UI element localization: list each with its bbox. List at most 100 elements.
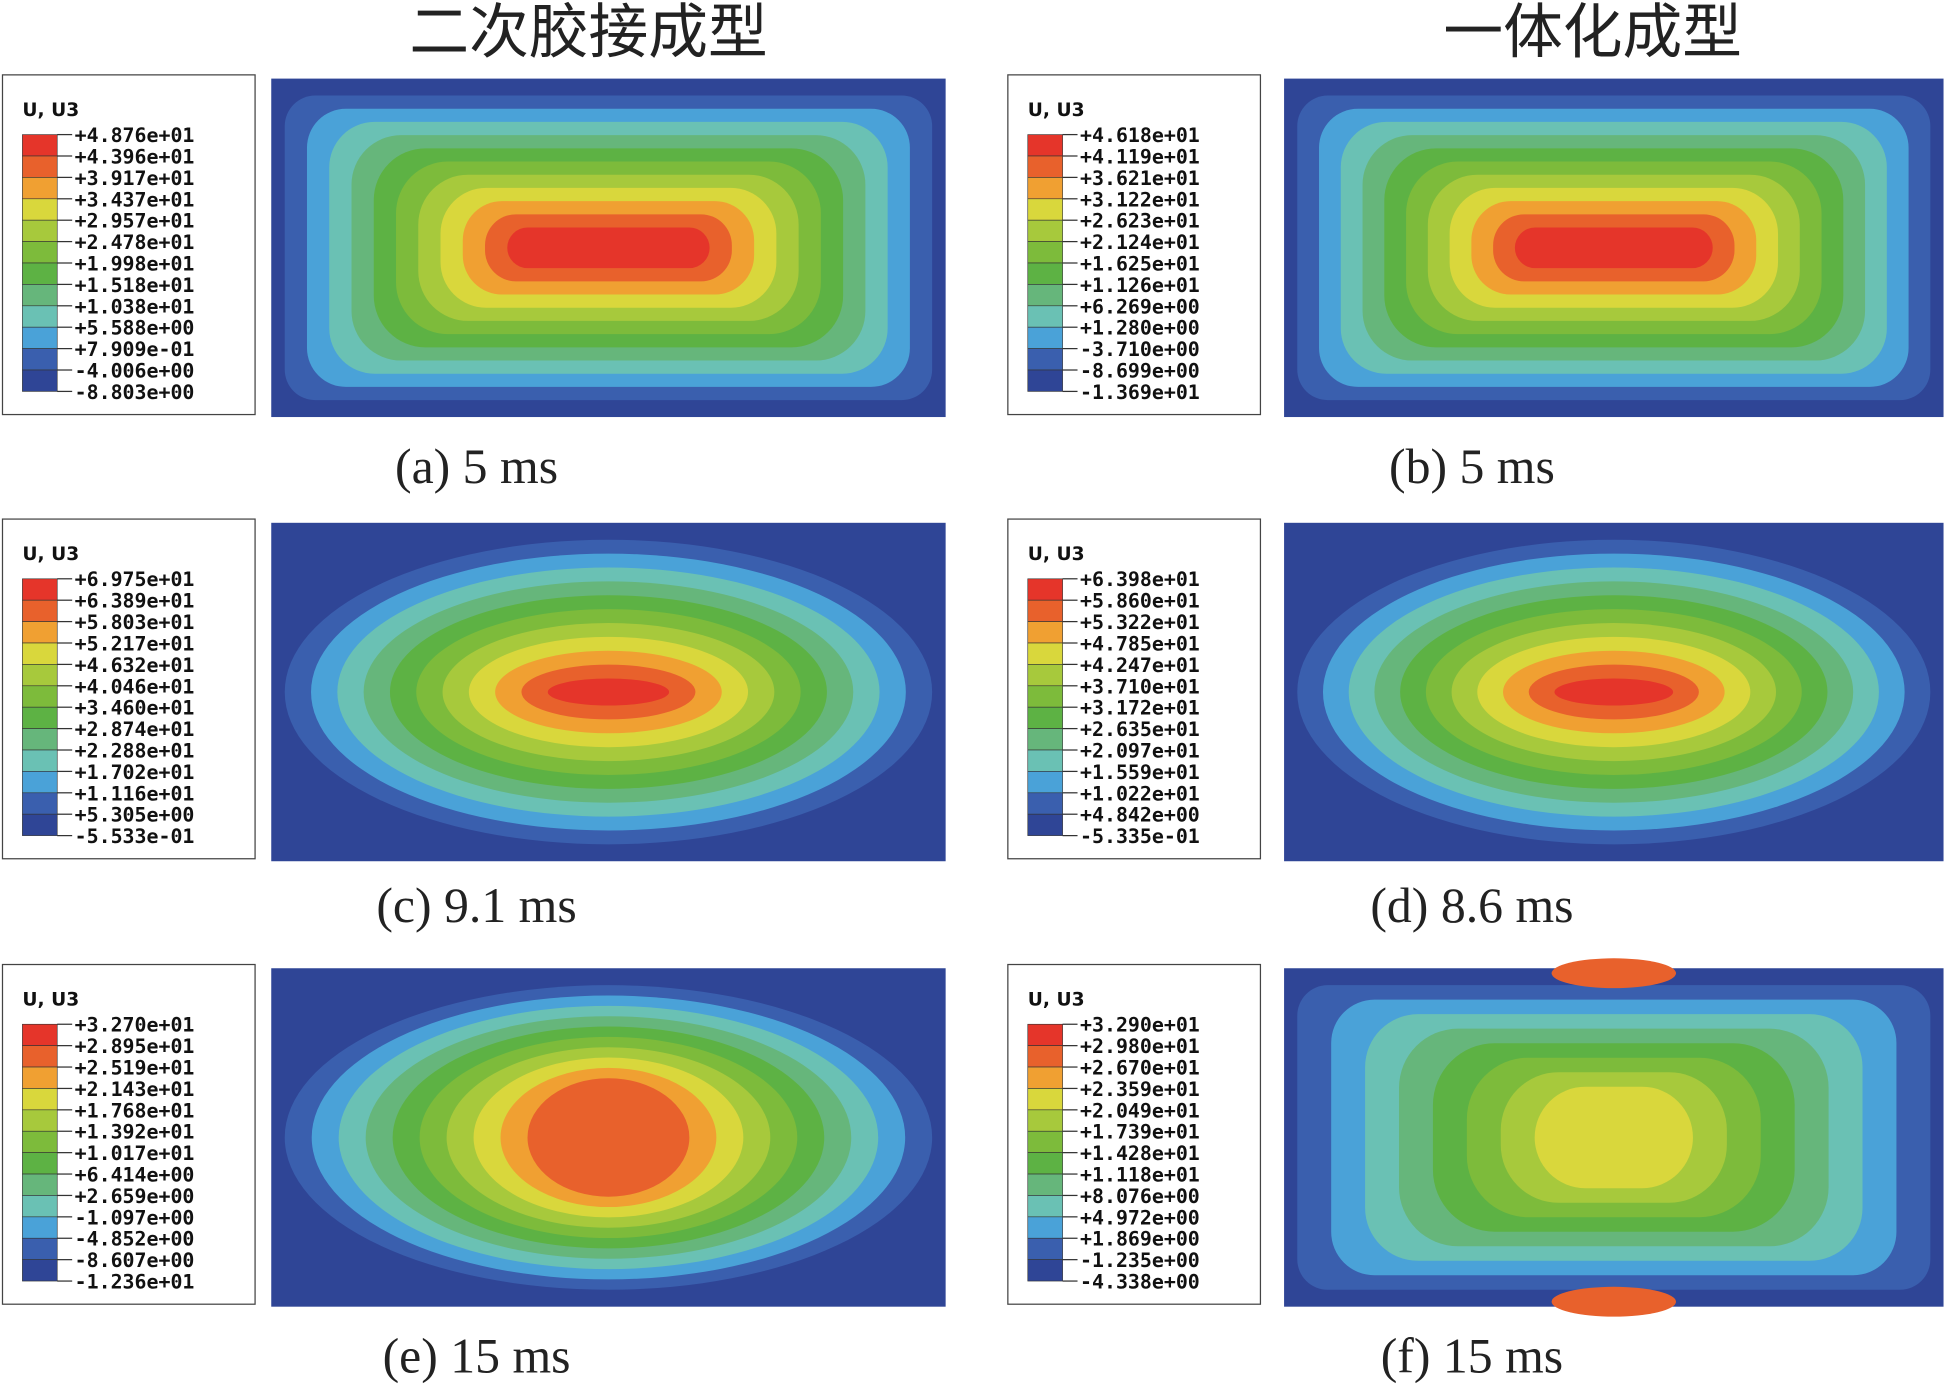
legend-value: +4.842e+00 <box>1080 804 1200 827</box>
legend-value: +5.217e+01 <box>75 632 195 655</box>
legend-value: +4.396e+01 <box>75 145 195 168</box>
legend-swatch <box>22 578 58 601</box>
legend-value: +2.895e+01 <box>75 1035 195 1058</box>
legend-value: +2.670e+01 <box>1080 1057 1200 1080</box>
legend-swatch <box>22 1045 58 1068</box>
legend-value: +5.860e+01 <box>1080 590 1200 613</box>
legend-swatch <box>1027 1088 1063 1111</box>
legend-value: +3.270e+01 <box>75 1014 195 1037</box>
legend-value: +1.869e+00 <box>1080 1228 1200 1251</box>
legend-value: +1.017e+01 <box>75 1142 195 1165</box>
contour-band <box>527 1078 690 1197</box>
legend-swatch <box>1027 241 1063 264</box>
legend-value: +6.398e+01 <box>1080 568 1200 591</box>
legend-value: +5.322e+01 <box>1080 611 1200 634</box>
legend-value: +4.785e+01 <box>1080 632 1200 655</box>
legend-swatch <box>22 1173 58 1196</box>
panel: U, U3 +4.876e+01+4.396e+01+3.917e+01+3.43… <box>1 74 946 494</box>
legend-swatch <box>22 642 58 665</box>
legend-swatch <box>22 771 58 794</box>
legend-value: -8.607e+00 <box>75 1249 195 1272</box>
legend-value: +2.623e+01 <box>1080 210 1200 233</box>
legend-value: -1.097e+00 <box>75 1206 195 1229</box>
legend-swatch <box>1027 284 1063 307</box>
legend-swatch <box>22 305 58 328</box>
legend-value: +4.618e+01 <box>1080 124 1200 147</box>
legend-swatch <box>1027 155 1063 178</box>
caption: (d) 8.6 ms <box>1370 878 1573 933</box>
legend-swatch <box>22 792 58 815</box>
legend-value: -4.852e+00 <box>75 1228 195 1251</box>
column-header: 二次胶接成型 <box>409 0 767 65</box>
caption: (c) 9.1 ms <box>376 878 576 933</box>
legend-value: -5.533e-01 <box>75 825 195 848</box>
legend-value: +1.022e+01 <box>1080 782 1200 805</box>
legend-swatch <box>1027 1109 1063 1132</box>
legend-swatch <box>1027 134 1063 157</box>
legend-value: +2.635e+01 <box>1080 718 1200 741</box>
legend-swatch <box>1027 1259 1063 1282</box>
legend-value: +1.702e+01 <box>75 761 195 784</box>
legend-swatch <box>1027 326 1063 349</box>
panel: U, U3 +3.290e+01+2.980e+01+2.670e+01+2.35… <box>1007 958 1944 1384</box>
legend-value: +2.288e+01 <box>75 739 195 762</box>
caption: (b) 5 ms <box>1389 439 1555 494</box>
legend-value: +5.305e+00 <box>75 804 195 827</box>
legend-value: +3.460e+01 <box>75 697 195 720</box>
panel: U, U3 +4.618e+01+4.119e+01+3.621e+01+3.12… <box>1007 74 1944 494</box>
legend-value: +2.359e+01 <box>1080 1078 1200 1101</box>
legend-swatch <box>1027 749 1063 772</box>
legend-swatch <box>22 1088 58 1111</box>
legend-swatch <box>1027 1195 1063 1218</box>
legend-swatch <box>1027 728 1063 751</box>
legend-value: +4.632e+01 <box>75 654 195 677</box>
legend-value: +3.290e+01 <box>1080 1014 1200 1037</box>
legend-swatch <box>22 1259 58 1282</box>
legend-swatch <box>22 177 58 200</box>
legend-value: +2.124e+01 <box>1080 231 1200 254</box>
legend-swatch <box>22 155 58 178</box>
legend-swatch <box>1027 685 1063 708</box>
legend-swatch <box>22 813 58 836</box>
legend-swatch <box>1027 369 1063 392</box>
contour-band <box>1514 227 1713 269</box>
legend-value: -1.236e+01 <box>75 1271 195 1294</box>
legend-swatch <box>22 219 58 242</box>
legend-title: U, U3 <box>1028 100 1085 121</box>
legend-value: +2.980e+01 <box>1080 1035 1200 1058</box>
legend-value: -1.235e+00 <box>1080 1249 1200 1272</box>
legend-swatch <box>22 1152 58 1175</box>
legend-swatch <box>1027 1045 1063 1068</box>
contour-band <box>547 678 670 706</box>
legend-value: +1.559e+01 <box>1080 761 1200 784</box>
legend-value: +1.118e+01 <box>1080 1164 1200 1187</box>
legend-value: +1.280e+00 <box>1080 317 1200 340</box>
legend-swatch <box>1027 1237 1063 1260</box>
legend-value: +1.392e+01 <box>75 1121 195 1144</box>
caption: (a) 5 ms <box>395 439 558 494</box>
legend-swatch <box>1027 219 1063 242</box>
legend-swatch <box>1027 1173 1063 1196</box>
legend-swatch <box>22 728 58 751</box>
legend-swatch <box>22 599 58 622</box>
legend-swatch <box>22 284 58 307</box>
panel: U, U3 +3.270e+01+2.895e+01+2.519e+01+2.14… <box>1 963 946 1384</box>
legend-swatch <box>1027 813 1063 836</box>
contour-band <box>1551 1286 1677 1317</box>
legend-value: +1.998e+01 <box>75 252 195 275</box>
legend-value: -1.369e+01 <box>1080 381 1200 404</box>
legend-swatch <box>1027 177 1063 200</box>
legend-swatch <box>22 1023 58 1046</box>
legend-value: +1.428e+01 <box>1080 1142 1200 1165</box>
legend-value: +1.768e+01 <box>75 1099 195 1122</box>
legend-value: +2.659e+00 <box>75 1185 195 1208</box>
legend-value: -4.006e+00 <box>75 359 195 382</box>
legend-value: +1.126e+01 <box>1080 274 1200 297</box>
legend-swatch <box>1027 1023 1063 1046</box>
contour-band <box>1534 1086 1693 1189</box>
legend-swatch <box>1027 706 1063 729</box>
legend-value: +6.269e+00 <box>1080 295 1200 318</box>
legend-value: +3.710e+01 <box>1080 675 1200 698</box>
legend-swatch <box>1027 792 1063 815</box>
